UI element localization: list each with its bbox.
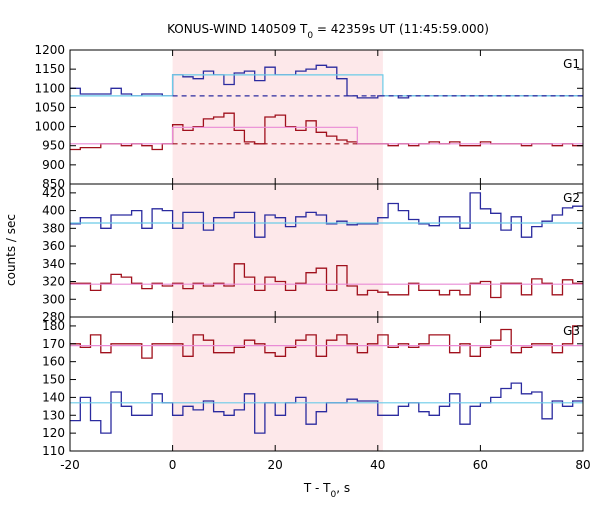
panel-g1-solid-level-pink-4: [70, 126, 583, 145]
panel-g1-ytick-label: 1150: [34, 62, 65, 76]
panel-label-g2: G2: [563, 191, 580, 205]
panel-g2-ytick-label: 300: [42, 292, 65, 306]
panel-g3-ytick-label: 180: [42, 319, 65, 333]
xtick-label: -20: [60, 458, 80, 472]
source-interval-shade: [172, 50, 383, 451]
panel-g2-ytick-label: 400: [42, 204, 65, 218]
y-axis-label: counts / sec: [4, 214, 18, 286]
panel-g2-ytick-label: 360: [42, 239, 65, 253]
xtick-label: 60: [473, 458, 488, 472]
panel-g3-ytick-label: 110: [42, 444, 65, 458]
panel-g2-ytick-label: 280: [42, 310, 65, 324]
panel-g3-ytick-label: 170: [42, 337, 65, 351]
plot-layer: 85090095010001050110011501200G1280300320…: [34, 43, 590, 472]
panel-label-g3: G3: [563, 324, 580, 338]
panel-g1-ytick-label: 1200: [34, 43, 65, 57]
panel-g3-histogram-blue: [70, 382, 583, 434]
panel-g3-histogram-red: [70, 325, 583, 359]
xtick-label: 80: [575, 458, 590, 472]
panel-g3-ytick-label: 140: [42, 390, 65, 404]
xtick-label: 0: [169, 458, 177, 472]
xtick-label: 20: [268, 458, 283, 472]
panel-g1-ytick-label: 950: [42, 139, 65, 153]
panel-g1-histogram-red: [70, 112, 583, 151]
panel-g2-histogram-blue: [70, 192, 583, 238]
panel-g1-ytick-label: 850: [42, 177, 65, 191]
panel-g3-frame: [69, 316, 584, 452]
panel-g3-ytick-label: 130: [42, 408, 65, 422]
panel-g2-ytick-label: 420: [42, 186, 65, 200]
panel-g1-ytick-label: 900: [42, 158, 65, 172]
panel-g1-ytick-label: 1050: [34, 100, 65, 114]
chart-title: KONUS-WIND 140509 T0 = 42359s UT (11:45:…: [167, 22, 489, 41]
xtick-label: 40: [370, 458, 385, 472]
panel-g1-ytick-label: 1000: [34, 120, 65, 134]
panel-g3-ytick-label: 160: [42, 355, 65, 369]
panel-g2-ytick-label: 340: [42, 257, 65, 271]
x-axis-label: T - T0, s: [303, 481, 350, 500]
panel-g2-ytick-label: 320: [42, 275, 65, 289]
panel-g2-ytick-label: 380: [42, 221, 65, 235]
panel-g2-histogram-red: [70, 263, 583, 299]
panel-g3-ytick-label: 120: [42, 426, 65, 440]
panel-g1-ytick-label: 1100: [34, 81, 65, 95]
panel-g3-ytick-label: 150: [42, 373, 65, 387]
panel-label-g1: G1: [563, 57, 580, 71]
